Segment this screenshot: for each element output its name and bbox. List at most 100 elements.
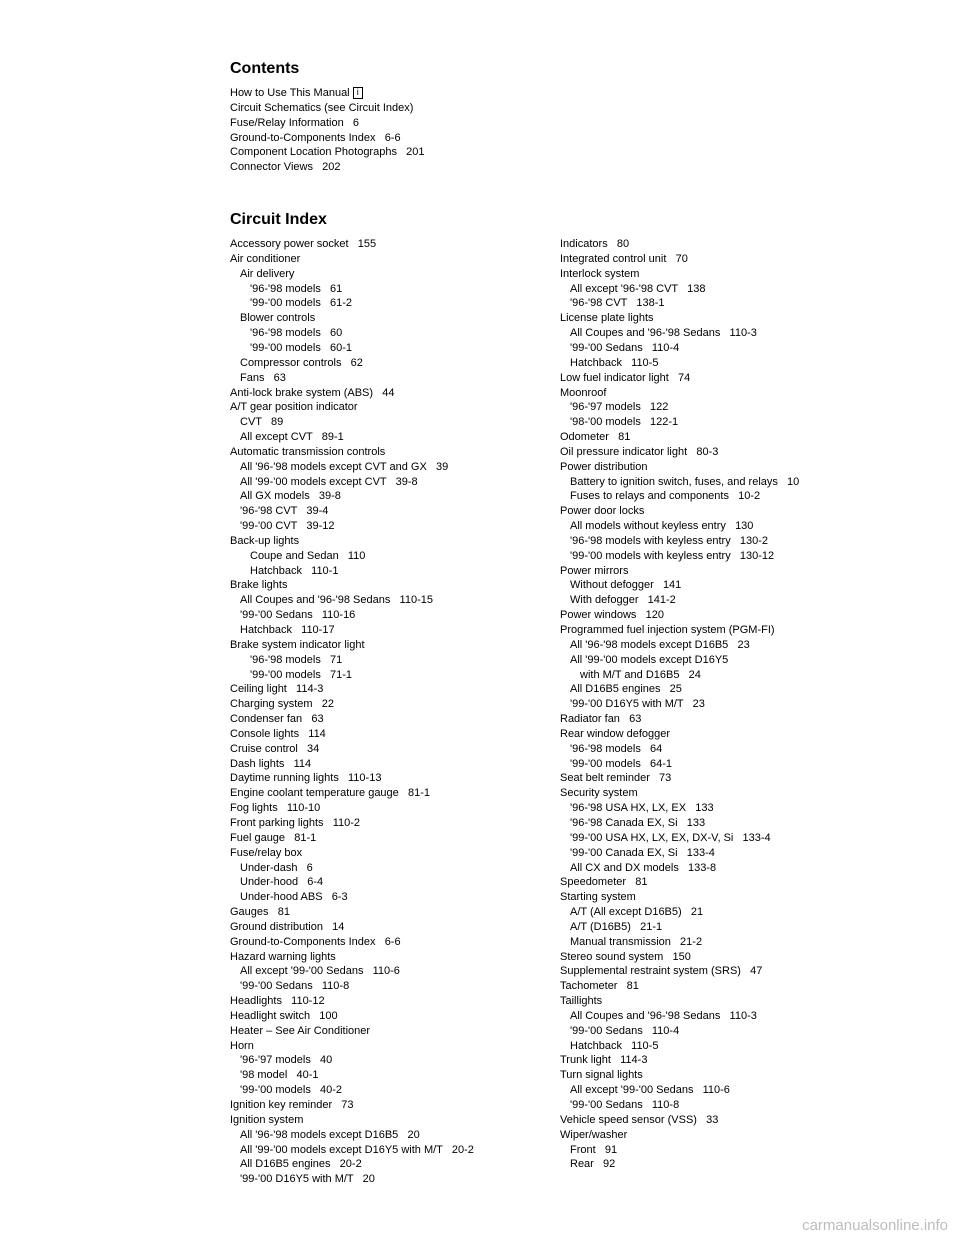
index-left-column: Accessory power socket 155Air conditione… (230, 237, 540, 1187)
index-line: Horn (230, 1039, 540, 1054)
index-line: Accessory power socket 155 (230, 237, 540, 252)
index-line: Air conditioner (230, 252, 540, 267)
index-line: Fuses to relays and components 10-2 (560, 489, 890, 504)
index-line: Turn signal lights (560, 1068, 890, 1083)
index-line: All '99-'00 models except CVT 39-8 (230, 475, 540, 490)
index-line: All Coupes and '96-'98 Sedans 110-3 (560, 326, 890, 341)
index-line: All except '99-'00 Sedans 110-6 (230, 964, 540, 979)
index-line: '96-'98 models 61 (230, 282, 540, 297)
index-line: Blower controls (230, 311, 540, 326)
index-line: Charging system 22 (230, 697, 540, 712)
index-line: '96-'98 USA HX, LX, EX 133 (560, 801, 890, 816)
index-line: All except '99-'00 Sedans 110-6 (560, 1083, 890, 1098)
index-line: Brake lights (230, 578, 540, 593)
index-line: '96-'98 CVT 39-4 (230, 504, 540, 519)
index-line: Anti-lock brake system (ABS) 44 (230, 386, 540, 401)
index-line: All Coupes and '96-'98 Sedans 110-3 (560, 1009, 890, 1024)
index-line: Programmed fuel injection system (PGM-FI… (560, 623, 890, 638)
index-line: Fuel gauge 81-1 (230, 831, 540, 846)
index-line: Under-hood ABS 6-3 (230, 890, 540, 905)
index-line: CVT 89 (230, 415, 540, 430)
index-line: Hatchback 110-5 (560, 356, 890, 371)
index-right-column: Indicators 80Integrated control unit 70I… (560, 237, 890, 1187)
index-line: A/T (D16B5) 21-1 (560, 920, 890, 935)
index-line: Manual transmission 21-2 (560, 935, 890, 950)
index-line: Engine coolant temperature gauge 81-1 (230, 786, 540, 801)
index-line: '99-'00 models 61-2 (230, 296, 540, 311)
index-line: Ceiling light 114-3 (230, 682, 540, 697)
index-line: Battery to ignition switch, fuses, and r… (560, 475, 890, 490)
index-line: '99-'00 Sedans 110-8 (560, 1098, 890, 1113)
circuit-index-title: Circuit Index (230, 211, 920, 229)
index-line: Console lights 114 (230, 727, 540, 742)
index-line: Oil pressure indicator light 80-3 (560, 445, 890, 460)
index-line: A/T gear position indicator (230, 400, 540, 415)
index-line: Trunk light 114-3 (560, 1053, 890, 1068)
watermark-text: carmanualsonline.info (802, 1217, 948, 1234)
index-line: '99-'00 D16Y5 with M/T 23 (560, 697, 890, 712)
index-line: Vehicle speed sensor (VSS) 33 (560, 1113, 890, 1128)
index-line: Daytime running lights 110-13 (230, 771, 540, 786)
index-line: All '96-'98 models except D16B5 20 (230, 1128, 540, 1143)
index-line: Starting system (560, 890, 890, 905)
index-line: '96-'98 models 60 (230, 326, 540, 341)
index-line: Fog lights 110-10 (230, 801, 540, 816)
index-line: '99-'00 Sedans 110-16 (230, 608, 540, 623)
index-line: '96-'98 Canada EX, Si 133 (560, 816, 890, 831)
index-line: Front parking lights 110-2 (230, 816, 540, 831)
index-line: Hatchback 110-5 (560, 1039, 890, 1054)
index-line: '99-'00 models with keyless entry 130-12 (560, 549, 890, 564)
index-line: All D16B5 engines 20-2 (230, 1157, 540, 1172)
index-line: Coupe and Sedan 110 (230, 549, 540, 564)
index-line: Under-dash 6 (230, 861, 540, 876)
index-line: Fuse/Relay Information 6 (230, 116, 920, 131)
index-line: Hatchback 110-1 (230, 564, 540, 579)
index-columns: Accessory power socket 155Air conditione… (230, 237, 920, 1187)
index-line: All '99-'00 models except D16Y5 with M/T… (230, 1143, 540, 1158)
index-line: Moonroof (560, 386, 890, 401)
index-line: All except CVT 89-1 (230, 430, 540, 445)
contents-title: Contents (230, 60, 920, 78)
index-line: All CX and DX models 133-8 (560, 861, 890, 876)
index-line: Back-up lights (230, 534, 540, 549)
index-line: Supplemental restraint system (SRS) 47 (560, 964, 890, 979)
index-line: '96-'98 CVT 138-1 (560, 296, 890, 311)
contents-list: How to Use This Manual iCircuit Schemati… (230, 86, 920, 175)
index-line: Ignition system (230, 1113, 540, 1128)
index-line: Fans 63 (230, 371, 540, 386)
index-line: With defogger 141-2 (560, 593, 890, 608)
index-line: '99-'00 models 40-2 (230, 1083, 540, 1098)
index-line: '99-'00 Sedans 110-4 (560, 341, 890, 356)
index-line: Cruise control 34 (230, 742, 540, 757)
index-line: '99-'00 USA HX, LX, EX, DX-V, Si 133-4 (560, 831, 890, 846)
index-line: '96-'97 models 122 (560, 400, 890, 415)
index-line: '98 model 40-1 (230, 1068, 540, 1083)
index-line: Odometer 81 (560, 430, 890, 445)
index-line: All except '96-'98 CVT 138 (560, 282, 890, 297)
index-line: Headlight switch 100 (230, 1009, 540, 1024)
index-line: Circuit Schematics (see Circuit Index) (230, 101, 920, 116)
index-line: Ground-to-Components Index 6-6 (230, 935, 540, 950)
index-line: Low fuel indicator light 74 (560, 371, 890, 386)
index-line: Speedometer 81 (560, 875, 890, 890)
index-line: Compressor controls 62 (230, 356, 540, 371)
index-line: All Coupes and '96-'98 Sedans 110-15 (230, 593, 540, 608)
index-line: Power mirrors (560, 564, 890, 579)
index-line: All D16B5 engines 25 (560, 682, 890, 697)
index-line: All '96-'98 models except CVT and GX 39 (230, 460, 540, 475)
index-line: Integrated control unit 70 (560, 252, 890, 267)
index-line: Security system (560, 786, 890, 801)
index-line: with M/T and D16B5 24 (560, 668, 890, 683)
index-line: '96-'97 models 40 (230, 1053, 540, 1068)
index-line: Headlights 110-12 (230, 994, 540, 1009)
index-line: Power door locks (560, 504, 890, 519)
index-line: Taillights (560, 994, 890, 1009)
index-line: '96-'98 models with keyless entry 130-2 (560, 534, 890, 549)
index-line: '99-'00 D16Y5 with M/T 20 (230, 1172, 540, 1187)
index-line: Without defogger 141 (560, 578, 890, 593)
index-line: Heater – See Air Conditioner (230, 1024, 540, 1039)
index-line: '99-'00 models 71-1 (230, 668, 540, 683)
index-line: All models without keyless entry 130 (560, 519, 890, 534)
index-line: '99-'00 models 64-1 (560, 757, 890, 772)
index-line: Air delivery (230, 267, 540, 282)
